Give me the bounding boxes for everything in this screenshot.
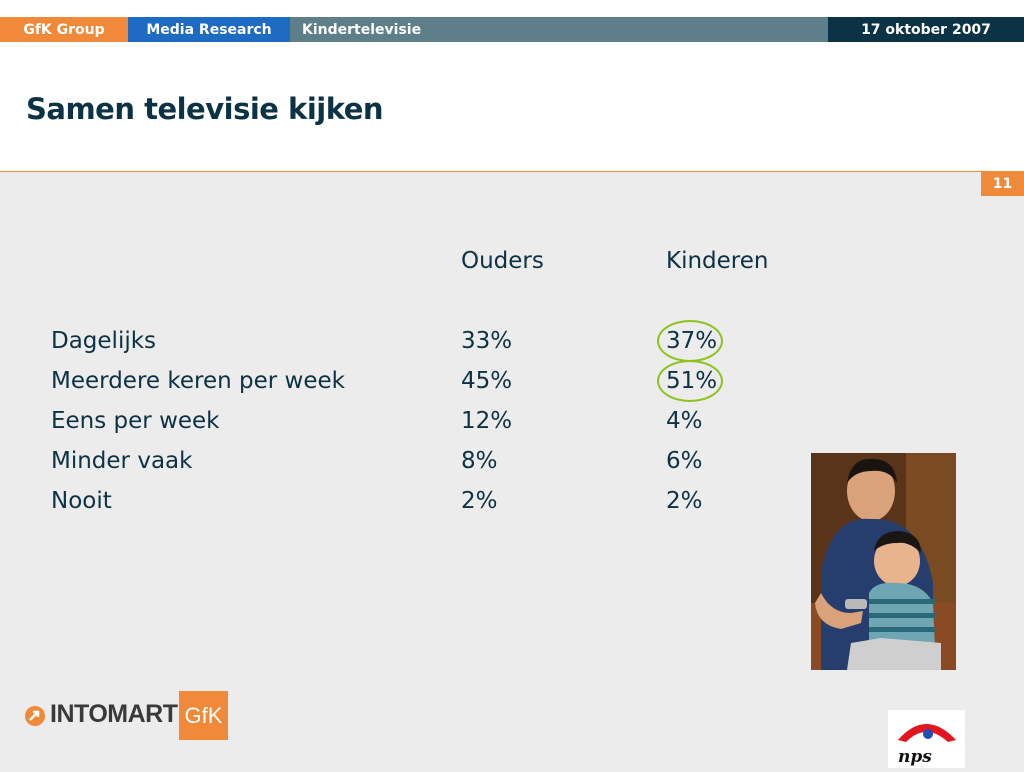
- highlight-circle-meerdere: [657, 360, 723, 402]
- intomart-arrow-icon: [25, 706, 45, 726]
- nav-media-research[interactable]: Media Research: [128, 17, 290, 42]
- nps-logo: nps: [888, 710, 965, 768]
- row-label: Dagelijks: [51, 328, 157, 354]
- logo-gfk-badge: GfK: [179, 691, 228, 740]
- page-number-badge: 11: [981, 171, 1024, 196]
- nps-logo-text: nps: [898, 747, 932, 767]
- row-label: Eens per week: [51, 408, 220, 434]
- cell-kinderen: 4%: [666, 408, 703, 434]
- cell-ouders: 2%: [461, 488, 498, 514]
- father-son-photo: [811, 453, 956, 670]
- cell-kinderen: 2%: [666, 488, 703, 514]
- cell-ouders: 12%: [461, 408, 513, 434]
- cell-ouders: 33%: [461, 328, 513, 354]
- nav-gfk-group[interactable]: GfK Group: [0, 17, 128, 42]
- cell-ouders: 8%: [461, 448, 498, 474]
- intomart-gfk-logo: INTOMART GfK: [24, 690, 234, 742]
- highlight-circle-dagelijks: [657, 320, 723, 362]
- row-label: Minder vaak: [51, 448, 193, 474]
- header-date: 17 oktober 2007: [828, 17, 1024, 42]
- cell-ouders: 45%: [461, 368, 513, 394]
- row-label: Meerdere keren per week: [51, 368, 345, 394]
- top-nav-bar: GfK Group Media Research Kindertelevisie…: [0, 17, 1024, 42]
- logo-intomart-text: INTOMART: [50, 700, 178, 728]
- nav-kindertelevisie[interactable]: Kindertelevisie: [290, 17, 828, 42]
- page-title: Samen televisie kijken: [26, 92, 384, 126]
- column-header-kinderen: Kinderen: [666, 248, 769, 274]
- row-label: Nooit: [51, 488, 112, 514]
- column-header-ouders: Ouders: [461, 248, 544, 274]
- cell-kinderen: 6%: [666, 448, 703, 474]
